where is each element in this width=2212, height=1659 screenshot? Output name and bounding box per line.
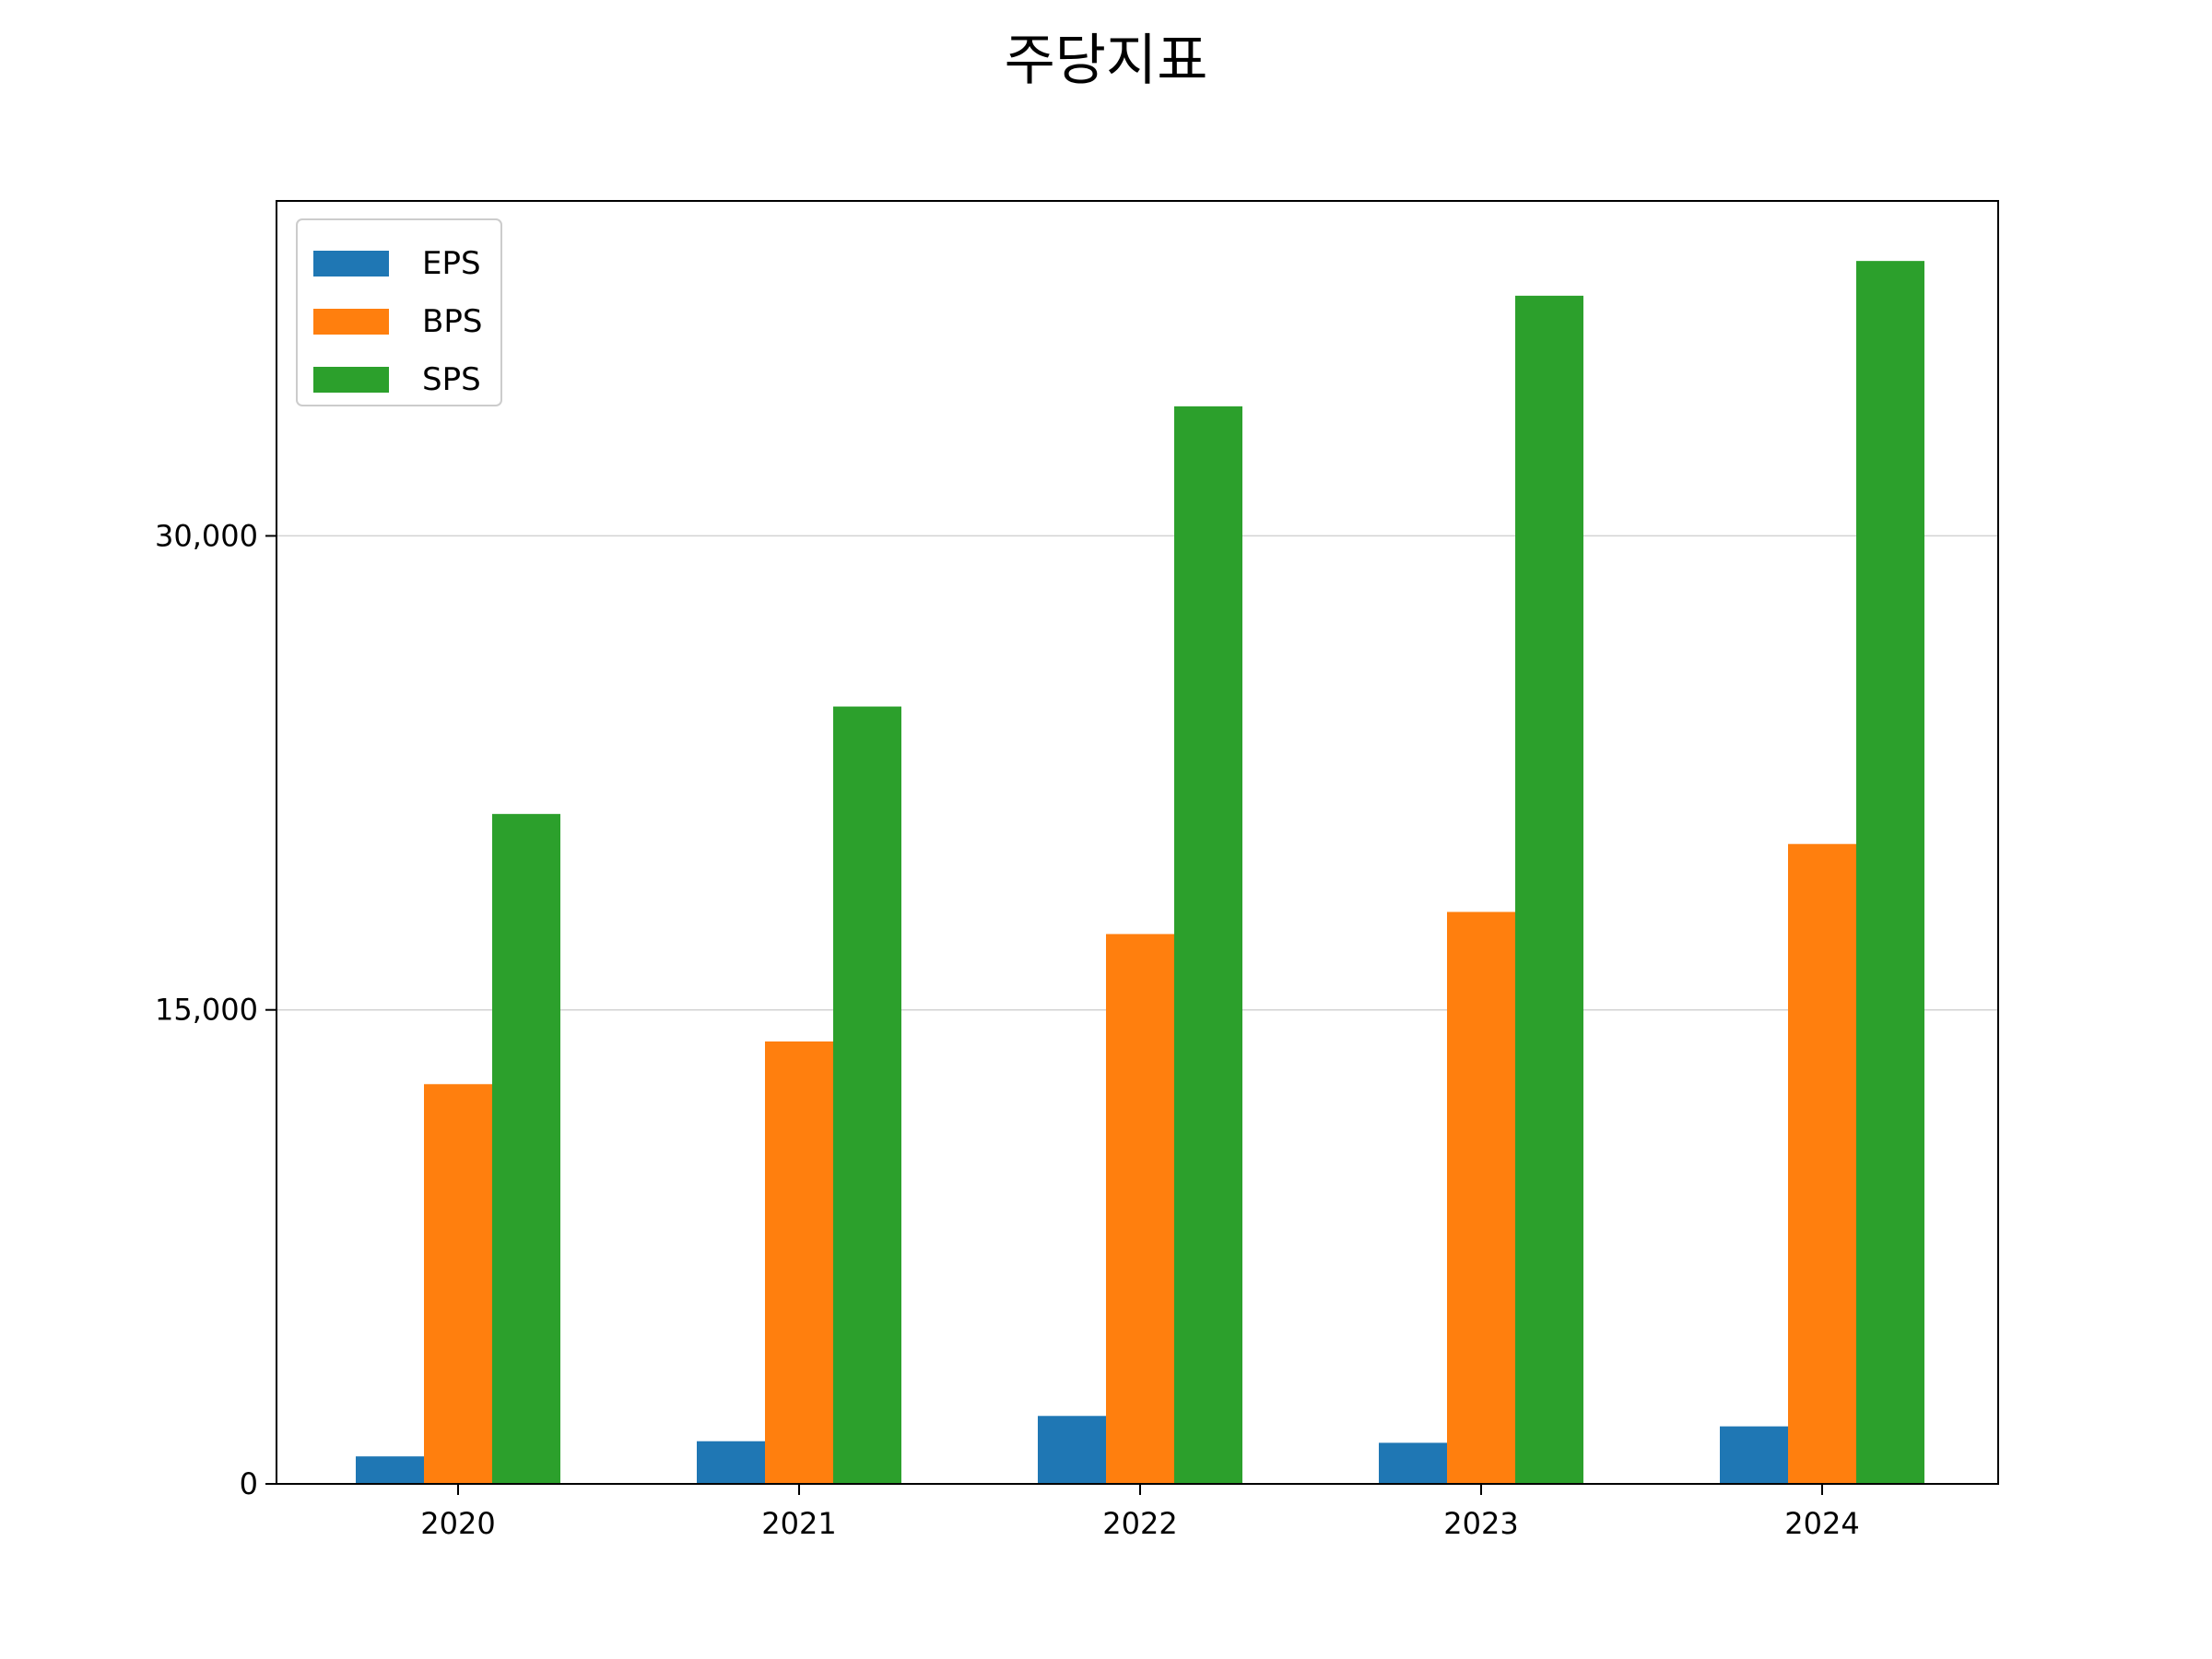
legend-label-sps: SPS <box>422 361 481 398</box>
y-tick-label: 0 <box>240 1466 258 1501</box>
y-tick-label: 30,000 <box>155 518 258 553</box>
chart-title: 주당지표 <box>1005 29 1208 93</box>
x-tick-label: 2020 <box>420 1506 495 1541</box>
legend-label-eps: EPS <box>422 245 481 282</box>
legend-swatch-eps <box>313 251 389 276</box>
legend: EPS BPS SPS <box>296 218 502 406</box>
bar-bps-2021 <box>765 1041 833 1484</box>
bar-sps-2021 <box>833 706 901 1484</box>
legend-label-bps: BPS <box>422 303 482 340</box>
x-tick-label: 2021 <box>761 1506 836 1541</box>
bar-eps-2021 <box>697 1441 765 1484</box>
bar-bps-2023 <box>1447 912 1515 1484</box>
x-axis: 2020 2021 2022 2023 2024 <box>420 1484 1860 1541</box>
bar-bps-2022 <box>1106 934 1174 1484</box>
bar-sps-2022 <box>1174 406 1242 1484</box>
bar-eps-2020 <box>356 1456 424 1484</box>
x-tick-label: 2023 <box>1443 1506 1518 1541</box>
legend-swatch-sps <box>313 367 389 393</box>
x-tick-label: 2024 <box>1784 1506 1859 1541</box>
bar-eps-2023 <box>1379 1442 1447 1484</box>
bar-sps-2020 <box>492 814 560 1484</box>
y-axis: 0 15,000 30,000 <box>155 518 276 1501</box>
bar-sps-2024 <box>1856 261 1924 1485</box>
bar-bps-2024 <box>1788 843 1856 1484</box>
plot-frame <box>276 200 1999 1485</box>
bar-bps-2020 <box>424 1084 492 1484</box>
legend-swatch-bps <box>313 309 389 335</box>
bar-sps-2023 <box>1515 295 1583 1484</box>
x-tick-label: 2022 <box>1102 1506 1177 1541</box>
y-tick-label: 15,000 <box>155 993 258 1028</box>
bar-eps-2022 <box>1038 1416 1106 1484</box>
bars <box>356 261 1924 1485</box>
bar-eps-2024 <box>1720 1426 1788 1484</box>
